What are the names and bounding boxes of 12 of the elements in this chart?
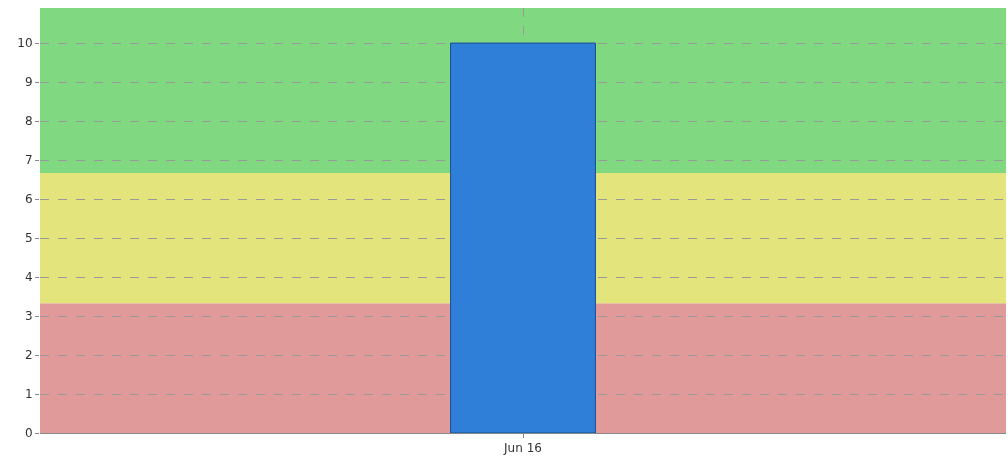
y-tick-label: 1 (24, 387, 33, 402)
y-tick-label: 2 (24, 348, 33, 363)
y-tick-label: 5 (24, 231, 33, 246)
y-tick-label: 4 (24, 270, 33, 285)
y-tick-label: 0 (24, 426, 33, 441)
y-tick-label: 6 (24, 192, 33, 207)
x-tick-label: Jun 16 (503, 441, 542, 456)
y-tick-label: 8 (24, 114, 33, 129)
y-tick-label: 10 (17, 36, 33, 51)
y-tick-label: 3 (24, 309, 33, 324)
y-tick-label: 7 (24, 153, 33, 168)
y-tick-label: 9 (24, 75, 33, 90)
